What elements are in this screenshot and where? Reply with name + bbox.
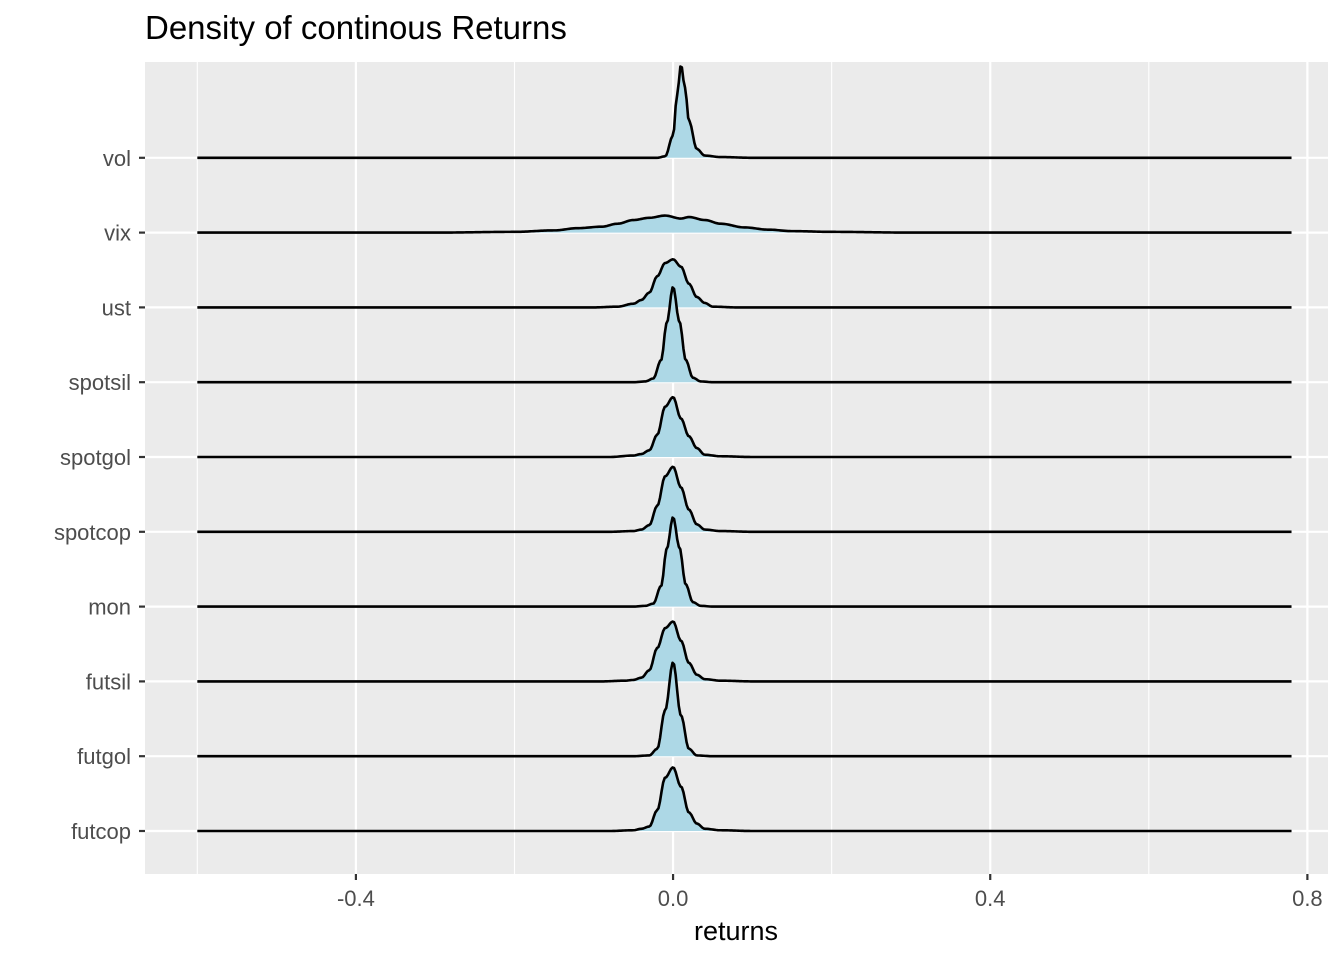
y-tick-label-ust: ust xyxy=(102,295,131,320)
ridge-line-futgol xyxy=(197,661,1292,758)
ridge-line-spotgol xyxy=(197,395,1292,459)
ridge-mon xyxy=(197,516,1292,608)
y-tick-label-futcop: futcop xyxy=(71,819,131,844)
ridge-line-ust xyxy=(197,258,1292,309)
ridge-line-spotcop xyxy=(197,465,1292,534)
y-tick-label-futgol: futgol xyxy=(77,744,131,769)
y-tick-label-vol: vol xyxy=(103,146,131,171)
ridge-line-vol xyxy=(197,65,1292,160)
x-tick-label: -0.4 xyxy=(337,886,375,911)
ridge-line-spotsil xyxy=(197,286,1292,384)
ridge-futgol xyxy=(197,661,1292,758)
ridge-vix xyxy=(197,214,1292,234)
y-tick-label-vix: vix xyxy=(104,221,131,246)
ridge-line-mon xyxy=(197,516,1292,608)
y-tick-label-spotcop: spotcop xyxy=(54,520,131,545)
chart-title: Density of continous Returns xyxy=(145,9,567,46)
ridge-futsil xyxy=(197,620,1292,683)
y-tick-label-spotgol: spotgol xyxy=(60,445,131,470)
x-tick-label: 0.0 xyxy=(658,886,689,911)
axes-layer: futcop futgol futsil mon spotcop spotgol spots… xyxy=(54,146,1323,911)
y-tick-label-mon: mon xyxy=(88,595,131,620)
x-tick-label: 0.8 xyxy=(1292,886,1323,911)
ridge-line-futsil xyxy=(197,620,1292,683)
ridges-layer xyxy=(197,65,1292,833)
ridge-spotsil xyxy=(197,286,1292,384)
x-axis-title: returns xyxy=(694,916,778,946)
ridge-area-vix xyxy=(197,215,1292,233)
ridge-vol xyxy=(197,65,1292,160)
ridge-line-vix xyxy=(197,214,1292,234)
y-tick-label-futsil: futsil xyxy=(86,669,131,694)
plot-panel xyxy=(145,62,1328,874)
ridge-spotgol xyxy=(197,395,1292,459)
ridge-spotcop xyxy=(197,465,1292,534)
ridge-futcop xyxy=(197,766,1292,833)
ridge-ust xyxy=(197,258,1292,309)
ridge-line-futcop xyxy=(197,766,1292,833)
y-tick-label-spotsil: spotsil xyxy=(69,370,131,395)
x-tick-label: 0.4 xyxy=(975,886,1006,911)
